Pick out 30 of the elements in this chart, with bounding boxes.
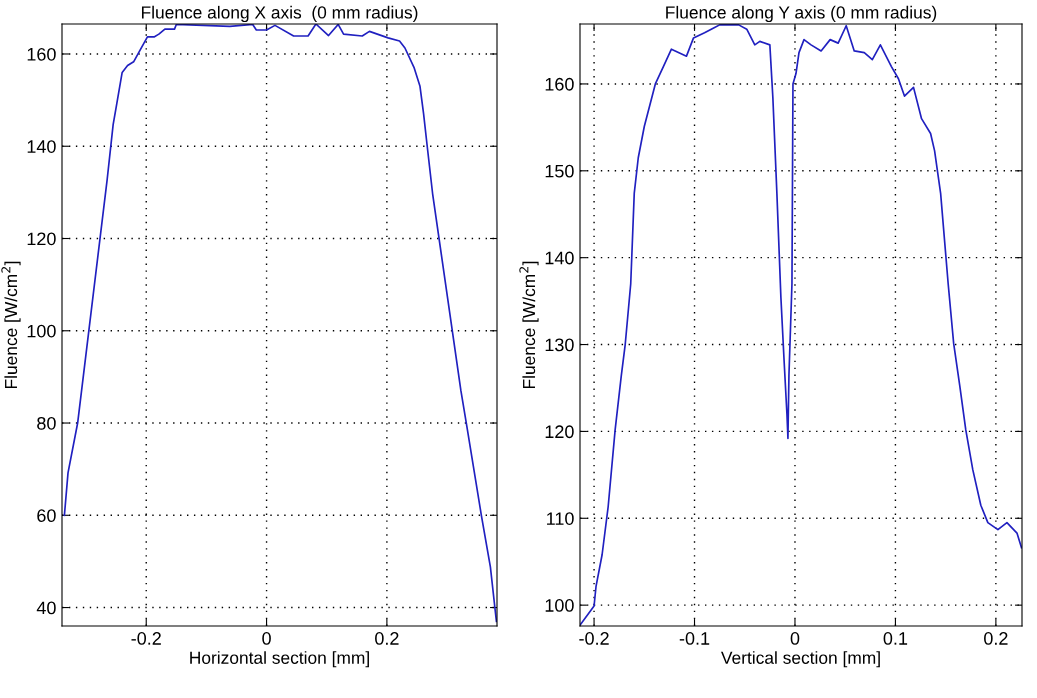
x-axis-title: Horizontal section [mm]	[190, 651, 369, 668]
chart-title: Fluence along X axis (0 mm radius)	[141, 5, 418, 23]
line-series	[580, 24, 1022, 626]
y-axis-title: Fluence [W/cm$^{2}$]	[1, 261, 21, 389]
chart-title: Fluence along Y axis (0 mm radius)	[666, 5, 937, 23]
line-series	[63, 24, 497, 623]
y-tick-label: 80	[37, 416, 56, 430]
y-tick-label: 150	[545, 164, 574, 178]
x-tick-label: -0.2	[579, 632, 609, 645]
y-tick-label: 120	[27, 232, 56, 246]
x-tick-label: 0	[790, 632, 800, 645]
y-axis-title: Fluence [W/cm$^{2}$]	[519, 261, 539, 389]
y-tick-label: 120	[545, 425, 574, 439]
x-tick-label: -0.1	[679, 632, 710, 645]
y-tick-label: 160	[27, 47, 56, 61]
x-axis-title: Vertical section [mm]	[721, 651, 880, 668]
y-tick-label: 140	[27, 140, 56, 153]
y-tick-label: 100	[545, 599, 574, 612]
x-tick-label: 0.2	[984, 632, 1008, 645]
x-tick-label: -0.2	[131, 632, 161, 645]
y-tick-label: 60	[37, 509, 56, 523]
y-tick-label: 140	[545, 251, 574, 265]
y-tick-label: 130	[545, 338, 574, 352]
y-tick-label: 110	[547, 512, 574, 525]
y-tick-label: 160	[545, 77, 574, 91]
y-tick-label: 40	[36, 601, 56, 615]
y-tick-label: 100	[27, 324, 56, 338]
x-tick-label: 0.2	[375, 632, 399, 645]
x-tick-label: 0.1	[883, 632, 908, 645]
x-tick-label: 0	[262, 632, 271, 645]
